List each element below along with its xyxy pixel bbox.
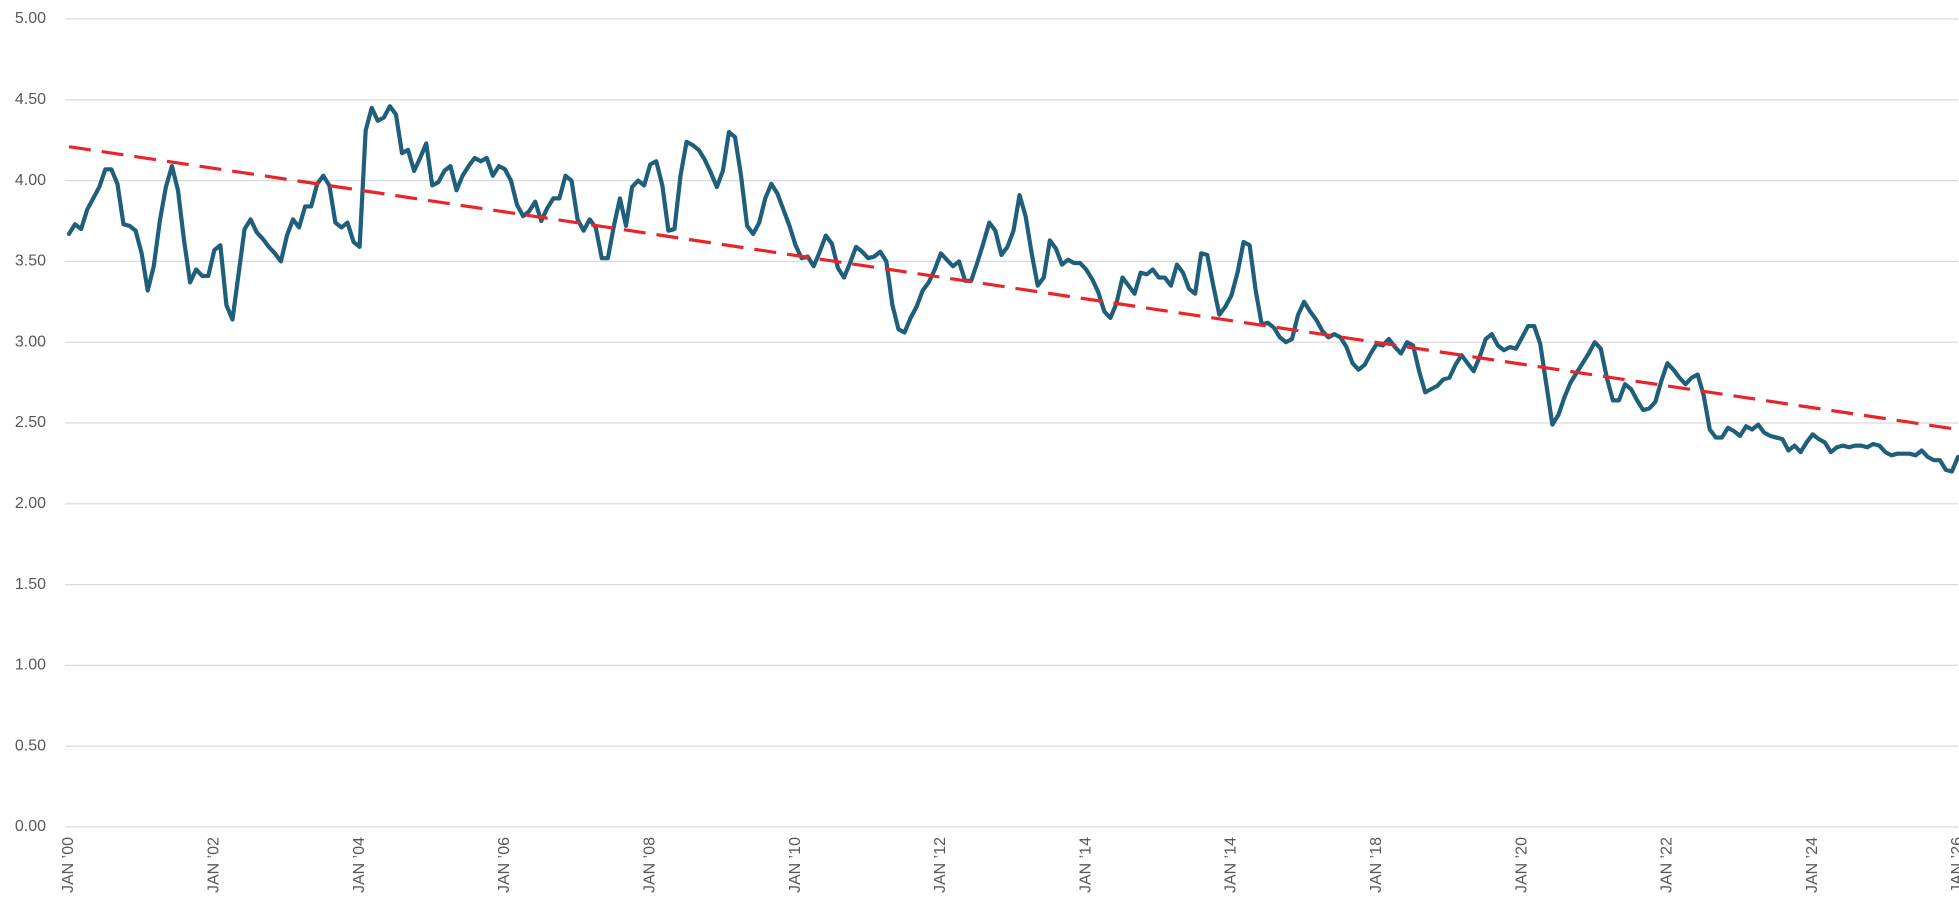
x-tick-label: JAN ’18 — [1368, 837, 1385, 893]
x-tick-label: JAN ’26 — [1949, 837, 1959, 893]
y-tick-label: 2.00 — [15, 495, 46, 512]
y-tick-label: 5.00 — [15, 10, 46, 27]
data-line — [66, 104, 1959, 474]
y-tick-label: 4.00 — [15, 172, 46, 189]
x-tick-label: JAN ’10 — [787, 837, 804, 893]
x-tick-label: JAN ’04 — [351, 837, 368, 893]
y-tick-label: 1.00 — [15, 657, 46, 674]
y-tick-label: 1.50 — [15, 576, 46, 593]
y-tick-label: 4.50 — [15, 91, 46, 108]
x-tick-label: JAN ’06 — [496, 837, 513, 893]
x-tick-label: JAN ’14 — [1223, 837, 1240, 893]
x-tick-label: JAN ’20 — [1513, 837, 1530, 893]
y-tick-label: 3.50 — [15, 253, 46, 270]
x-tick-label: JAN ’14 — [1077, 837, 1094, 893]
x-tick-label: JAN ’12 — [932, 837, 949, 893]
x-tick-label: JAN ’24 — [1804, 837, 1821, 893]
x-tick-label: JAN ’00 — [60, 837, 77, 893]
y-tick-label: 2.50 — [15, 414, 46, 431]
trend-line — [68, 145, 1959, 432]
y-tick-label: 3.00 — [15, 333, 46, 350]
y-tick-label: 0.00 — [15, 818, 46, 835]
x-tick-label: JAN ’02 — [206, 837, 223, 893]
x-tick-label: JAN ’08 — [641, 837, 658, 893]
x-tick-label: JAN ’22 — [1659, 837, 1676, 893]
y-tick-label: 0.50 — [15, 737, 46, 754]
